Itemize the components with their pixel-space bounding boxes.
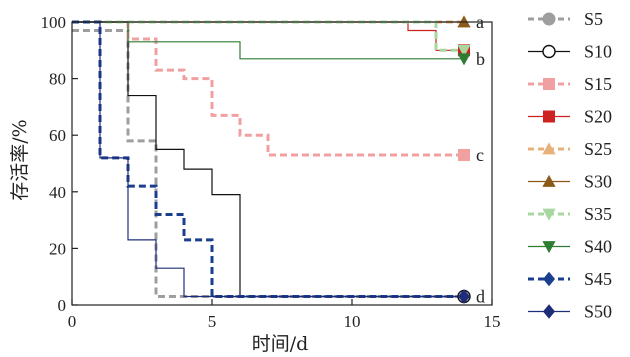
legend-label: S30 [584, 172, 612, 192]
group-label-d: d [476, 287, 485, 307]
legend-marker-s15 [543, 78, 555, 90]
legend-label: S45 [584, 269, 612, 289]
end-marker-s15 [458, 149, 470, 162]
series-line-s45 [72, 20, 464, 299]
plot-frame [71, 21, 493, 306]
y-tick-label: 20 [49, 239, 66, 258]
y-axis-label: 存活率/% [9, 119, 31, 200]
plot-lines [72, 20, 464, 299]
series-line-s50 [72, 21, 464, 298]
y-tick-label: 100 [41, 13, 67, 32]
x-tick-label: 10 [344, 312, 361, 331]
legend-item-s45: S45 [528, 269, 612, 289]
series-line-s20 [72, 21, 464, 51]
series-line-s15 [72, 20, 464, 157]
x-tick-label: 0 [68, 312, 77, 331]
legend-marker-s40 [542, 241, 556, 254]
legend-marker-s10 [542, 44, 556, 59]
legend-marker-s45 [543, 271, 555, 287]
legend-item-s10: S10 [528, 42, 612, 62]
y-tick-label: 0 [58, 296, 67, 315]
axes: 0 5 10 15 0 20 40 60 80 100 [41, 13, 501, 331]
legend-label: S5 [584, 9, 603, 29]
x-tick-label: 15 [484, 312, 501, 331]
series-line-s35 [72, 20, 464, 52]
legend-marker-s50 [543, 304, 555, 319]
legend-label: S25 [584, 139, 612, 159]
legend-label: S40 [584, 237, 612, 257]
legend-item-s15: S15 [528, 74, 612, 94]
legend-item-s50: S50 [528, 302, 612, 322]
y-tick-label: 80 [49, 70, 66, 89]
legend-marker-s25 [542, 142, 556, 155]
legend-label: S50 [584, 302, 612, 322]
legend-marker-s20 [543, 110, 555, 123]
legend-label: S10 [584, 42, 612, 62]
series-line-s10 [72, 21, 464, 298]
end-marker-s50 [458, 289, 470, 304]
x-tick-label: 5 [208, 312, 217, 331]
legend-item-s35: S35 [528, 204, 612, 224]
end-marker-s35 [457, 44, 471, 57]
legend: S5 S10 S15 S20 S25 S30 S35 S40 S45 S50 [528, 9, 612, 322]
legend-marker-s5 [542, 12, 556, 26]
legend-item-s5: S5 [528, 9, 603, 29]
legend-item-s25: S25 [528, 139, 612, 159]
legend-label: S15 [584, 74, 612, 94]
legend-item-s20: S20 [528, 107, 612, 127]
legend-marker-s35 [542, 208, 556, 221]
group-label-c: c [476, 145, 484, 165]
legend-label: S20 [584, 107, 612, 127]
y-tick-label: 60 [49, 126, 66, 145]
legend-item-s30: S30 [528, 172, 612, 192]
end-marker-s40 [457, 53, 471, 66]
group-label-a: a [476, 12, 484, 32]
y-tick-label: 40 [49, 183, 66, 202]
series-line-s40 [72, 21, 464, 60]
group-label-b: b [476, 49, 485, 69]
legend-marker-s30 [542, 174, 556, 187]
legend-item-s40: S40 [528, 237, 612, 257]
legend-label: S35 [584, 204, 612, 224]
group-annotations: ab c d [476, 12, 485, 307]
series-line-s5 [72, 28, 464, 299]
x-axis-label: 时间/d [252, 333, 309, 355]
